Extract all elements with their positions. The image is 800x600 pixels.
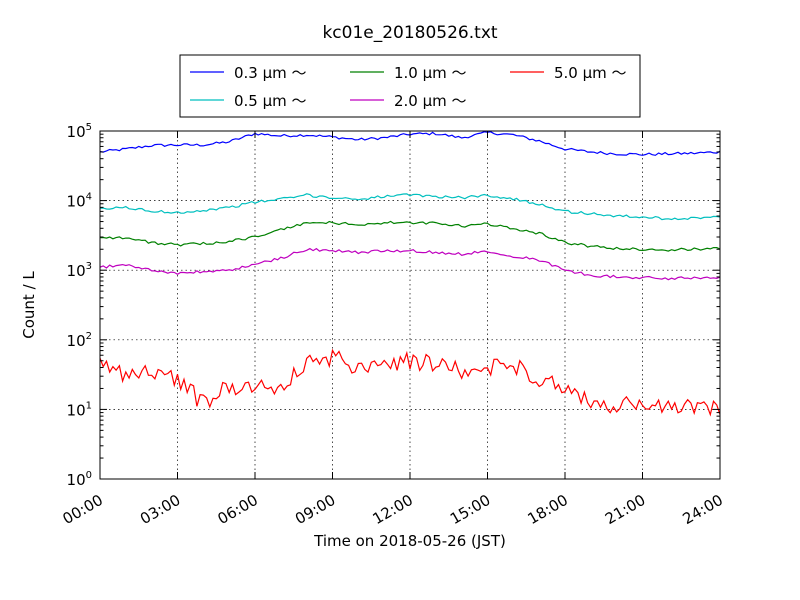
legend: 0.3 µm ～ 0.5 µm ～ 1.0 µm ～ 2.0 µm ～ 5.0 µm ～ [179,54,641,118]
y-tick-label: 105 [67,122,92,141]
series-line [99,348,721,417]
legend-box [179,54,641,118]
legend-label: 5.0 µm ～ [554,64,627,82]
series-line [99,220,721,252]
y-tick-label: 102 [67,331,92,350]
y-tick-label: 101 [67,400,92,419]
series-line [99,247,721,281]
y-tick-label: 100 [67,470,92,489]
legend-label: 2.0 µm ～ [394,92,467,110]
series-lines [99,131,721,417]
y-axis-label: Count / L [20,271,38,339]
y-tick-label: 104 [67,192,92,211]
legend-label: 1.0 µm ～ [394,64,467,82]
legend-label: 0.5 µm ～ [234,92,307,110]
legend-label: 0.3 µm ～ [234,64,307,82]
chart-title: kc01e_20180526.txt [322,23,497,43]
series-line [100,193,721,221]
x-axis-label: Time on 2018-05-26 (JST) [313,532,506,550]
y-tick-label: 103 [67,261,92,280]
